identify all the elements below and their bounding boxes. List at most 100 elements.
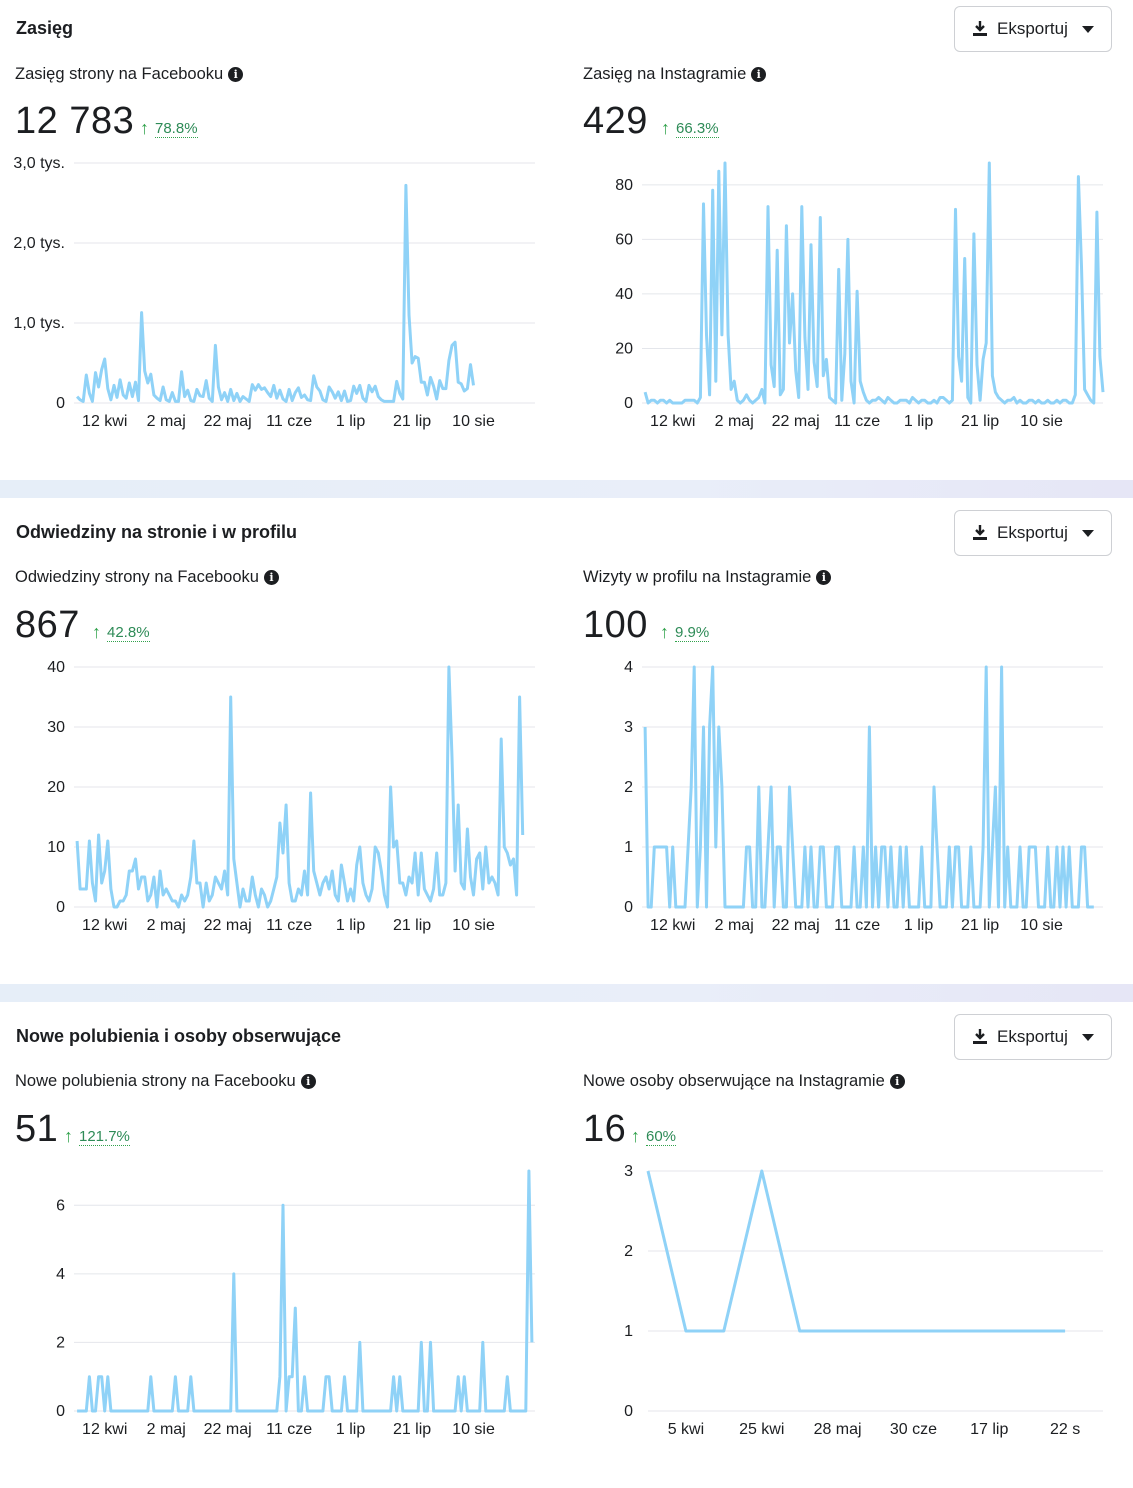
- info-icon[interactable]: i: [816, 570, 832, 585]
- chart-fb-reach: 0 1,0 tys. 2,0 tys. 3,0 tys. 12 kwi 2 maj 22 m…: [13, 155, 535, 430]
- x-tick-label: 22 maj: [204, 1421, 252, 1438]
- info-icon[interactable]: i: [889, 1074, 905, 1089]
- y-tick-label: 2: [624, 1243, 633, 1260]
- info-icon[interactable]: i: [751, 67, 767, 82]
- section-title: Zasięg: [16, 18, 74, 38]
- x-tick-label: 11 cze: [266, 1421, 312, 1438]
- metric-title-text: Zasięg na Instagramie: [583, 65, 747, 83]
- x-tick-label: 12 kwi: [650, 917, 695, 934]
- caret-down-icon: [1081, 1033, 1094, 1041]
- y-tick-label: 3: [624, 719, 633, 736]
- x-tick-label: 21 lip: [961, 413, 999, 430]
- metric-value: 429: [583, 100, 648, 142]
- x-tick-label: 2 maj: [147, 1421, 186, 1438]
- y-tick-label: 1: [624, 1323, 633, 1340]
- y-tick-label: 20: [47, 779, 65, 796]
- y-tick-label: 80: [615, 177, 633, 194]
- metric-value: 867: [15, 604, 80, 646]
- export-label: Eksportuj: [997, 19, 1068, 38]
- metric-value: 51: [15, 1108, 59, 1150]
- metric-title: Zasięg na Instagramie i: [583, 65, 767, 84]
- arrow-up-icon: ↑: [631, 1126, 640, 1146]
- metric-value: 16: [583, 1108, 627, 1150]
- x-tick-label: 12 kwi: [82, 917, 127, 934]
- metric-change: ↑ 60%: [631, 1126, 677, 1147]
- chart-fb-visits: 0 10 20 30 40 12 kwi 2 maj 22 maj 11 cze 1 lip 21 …: [47, 659, 535, 934]
- arrow-up-icon: ↑: [661, 118, 670, 138]
- y-tick-label: 10: [47, 839, 65, 856]
- export-label: Eksportuj: [997, 523, 1068, 542]
- x-tick-label: 2 maj: [147, 413, 186, 430]
- x-tick-label: 1 lip: [336, 917, 365, 934]
- series-line[interactable]: [646, 1169, 1066, 1333]
- x-tick-label: 22 maj: [204, 917, 252, 934]
- x-tick-label: 1 lip: [336, 413, 365, 430]
- metric-change: ↑ 121.7%: [64, 1126, 130, 1147]
- metric-change-value[interactable]: 42.8%: [107, 623, 150, 642]
- y-tick-label: 30: [47, 719, 65, 736]
- metric-title: Zasięg strony na Facebooku i: [15, 65, 244, 84]
- x-tick-label: 12 kwi: [650, 413, 695, 430]
- x-tick-label: 21 lip: [393, 1421, 431, 1438]
- x-tick-label: 10 sie: [1020, 917, 1063, 934]
- export-button[interactable]: Eksportuj: [954, 6, 1112, 52]
- metric-title-text: Zasięg strony na Facebooku: [15, 65, 224, 83]
- export-button[interactable]: Eksportuj: [954, 1014, 1112, 1060]
- download-icon: [973, 1029, 987, 1044]
- metric-change: ↑ 42.8%: [92, 622, 150, 643]
- y-tick-label: 0: [56, 899, 65, 916]
- x-tick-label: 22 maj: [204, 413, 252, 430]
- caret-down-icon: [1081, 529, 1094, 537]
- x-tick-label: 10 sie: [1020, 413, 1063, 430]
- export-button[interactable]: Eksportuj: [954, 510, 1112, 556]
- info-icon[interactable]: i: [263, 570, 279, 585]
- info-icon[interactable]: i: [228, 67, 244, 82]
- y-tick-label: 4: [56, 1266, 65, 1283]
- y-tick-label: 0: [624, 899, 633, 916]
- series-line[interactable]: [643, 161, 1105, 405]
- metric-change: ↑ 9.9%: [660, 622, 710, 643]
- x-tick-label: 11 cze: [266, 413, 312, 430]
- metric-change-value[interactable]: 121.7%: [79, 1127, 130, 1146]
- series-line[interactable]: [643, 665, 1094, 909]
- metric-title-text: Nowe osoby obserwujące na Instagramie: [583, 1072, 885, 1090]
- metric-change-value[interactable]: 9.9%: [675, 623, 710, 642]
- metric-change-value[interactable]: 78.8%: [155, 119, 198, 138]
- y-tick-label: 2,0 tys.: [13, 235, 65, 252]
- y-tick-label: 0: [624, 1403, 633, 1420]
- x-tick-label: 22 maj: [772, 413, 820, 430]
- y-tick-label: 3,0 tys.: [13, 155, 65, 172]
- x-tick-label: 2 maj: [715, 413, 754, 430]
- metric-title-text: Wizyty w profilu na Instagramie: [583, 568, 812, 586]
- metric-title: Nowe osoby obserwujące na Instagramie i: [583, 1072, 905, 1091]
- series-line[interactable]: [77, 1169, 534, 1413]
- x-tick-label: 2 maj: [147, 917, 186, 934]
- chart-fb-new-likes: 0 2 4 6 12 kwi 2 maj 22 maj 11 cze 1 lip 21 lip 10…: [56, 1169, 535, 1438]
- series-line[interactable]: [76, 183, 475, 403]
- y-tick-label: 60: [615, 231, 633, 248]
- y-tick-label: 1: [624, 839, 633, 856]
- section-title: Nowe polubienia i osoby obserwujące: [16, 1026, 342, 1046]
- info-icon[interactable]: i: [300, 1074, 316, 1089]
- x-tick-label: 22 maj: [772, 917, 820, 934]
- y-tick-label: 40: [615, 286, 633, 303]
- metric-title-text: Odwiedziny strony na Facebooku: [15, 568, 259, 586]
- series-line[interactable]: [75, 665, 525, 909]
- export-label: Eksportuj: [997, 1027, 1068, 1046]
- x-tick-label: 21 lip: [393, 413, 431, 430]
- metric-change: ↑ 78.8%: [140, 118, 198, 139]
- section-followers: Nowe polubienia i osoby obserwujące Eksp…: [0, 1002, 1133, 1488]
- metric-value: 12 783: [15, 100, 135, 142]
- metric-change-value[interactable]: 66.3%: [676, 119, 719, 138]
- x-tick-label: 12 kwi: [82, 413, 127, 430]
- arrow-up-icon: ↑: [140, 118, 149, 138]
- metric-change-value[interactable]: 60%: [646, 1127, 677, 1146]
- download-icon: [973, 21, 987, 36]
- chart-ig-new-followers: 0 1 2 3 5 kwi 25 kwi 28 maj 30 cze 17 lip 22 s: [624, 1163, 1103, 1438]
- chart-ig-profile-visits: 0 1 2 3 4 12 kwi 2 maj 22 maj 11 cze 1 lip 21 lip 1…: [624, 659, 1103, 934]
- x-tick-label: 25 kwi: [739, 1421, 784, 1438]
- y-tick-label: 2: [624, 779, 633, 796]
- x-tick-label: 21 lip: [393, 917, 431, 934]
- metric-title: Nowe polubienia strony na Facebooku i: [15, 1072, 316, 1091]
- x-tick-label: 11 cze: [834, 413, 880, 430]
